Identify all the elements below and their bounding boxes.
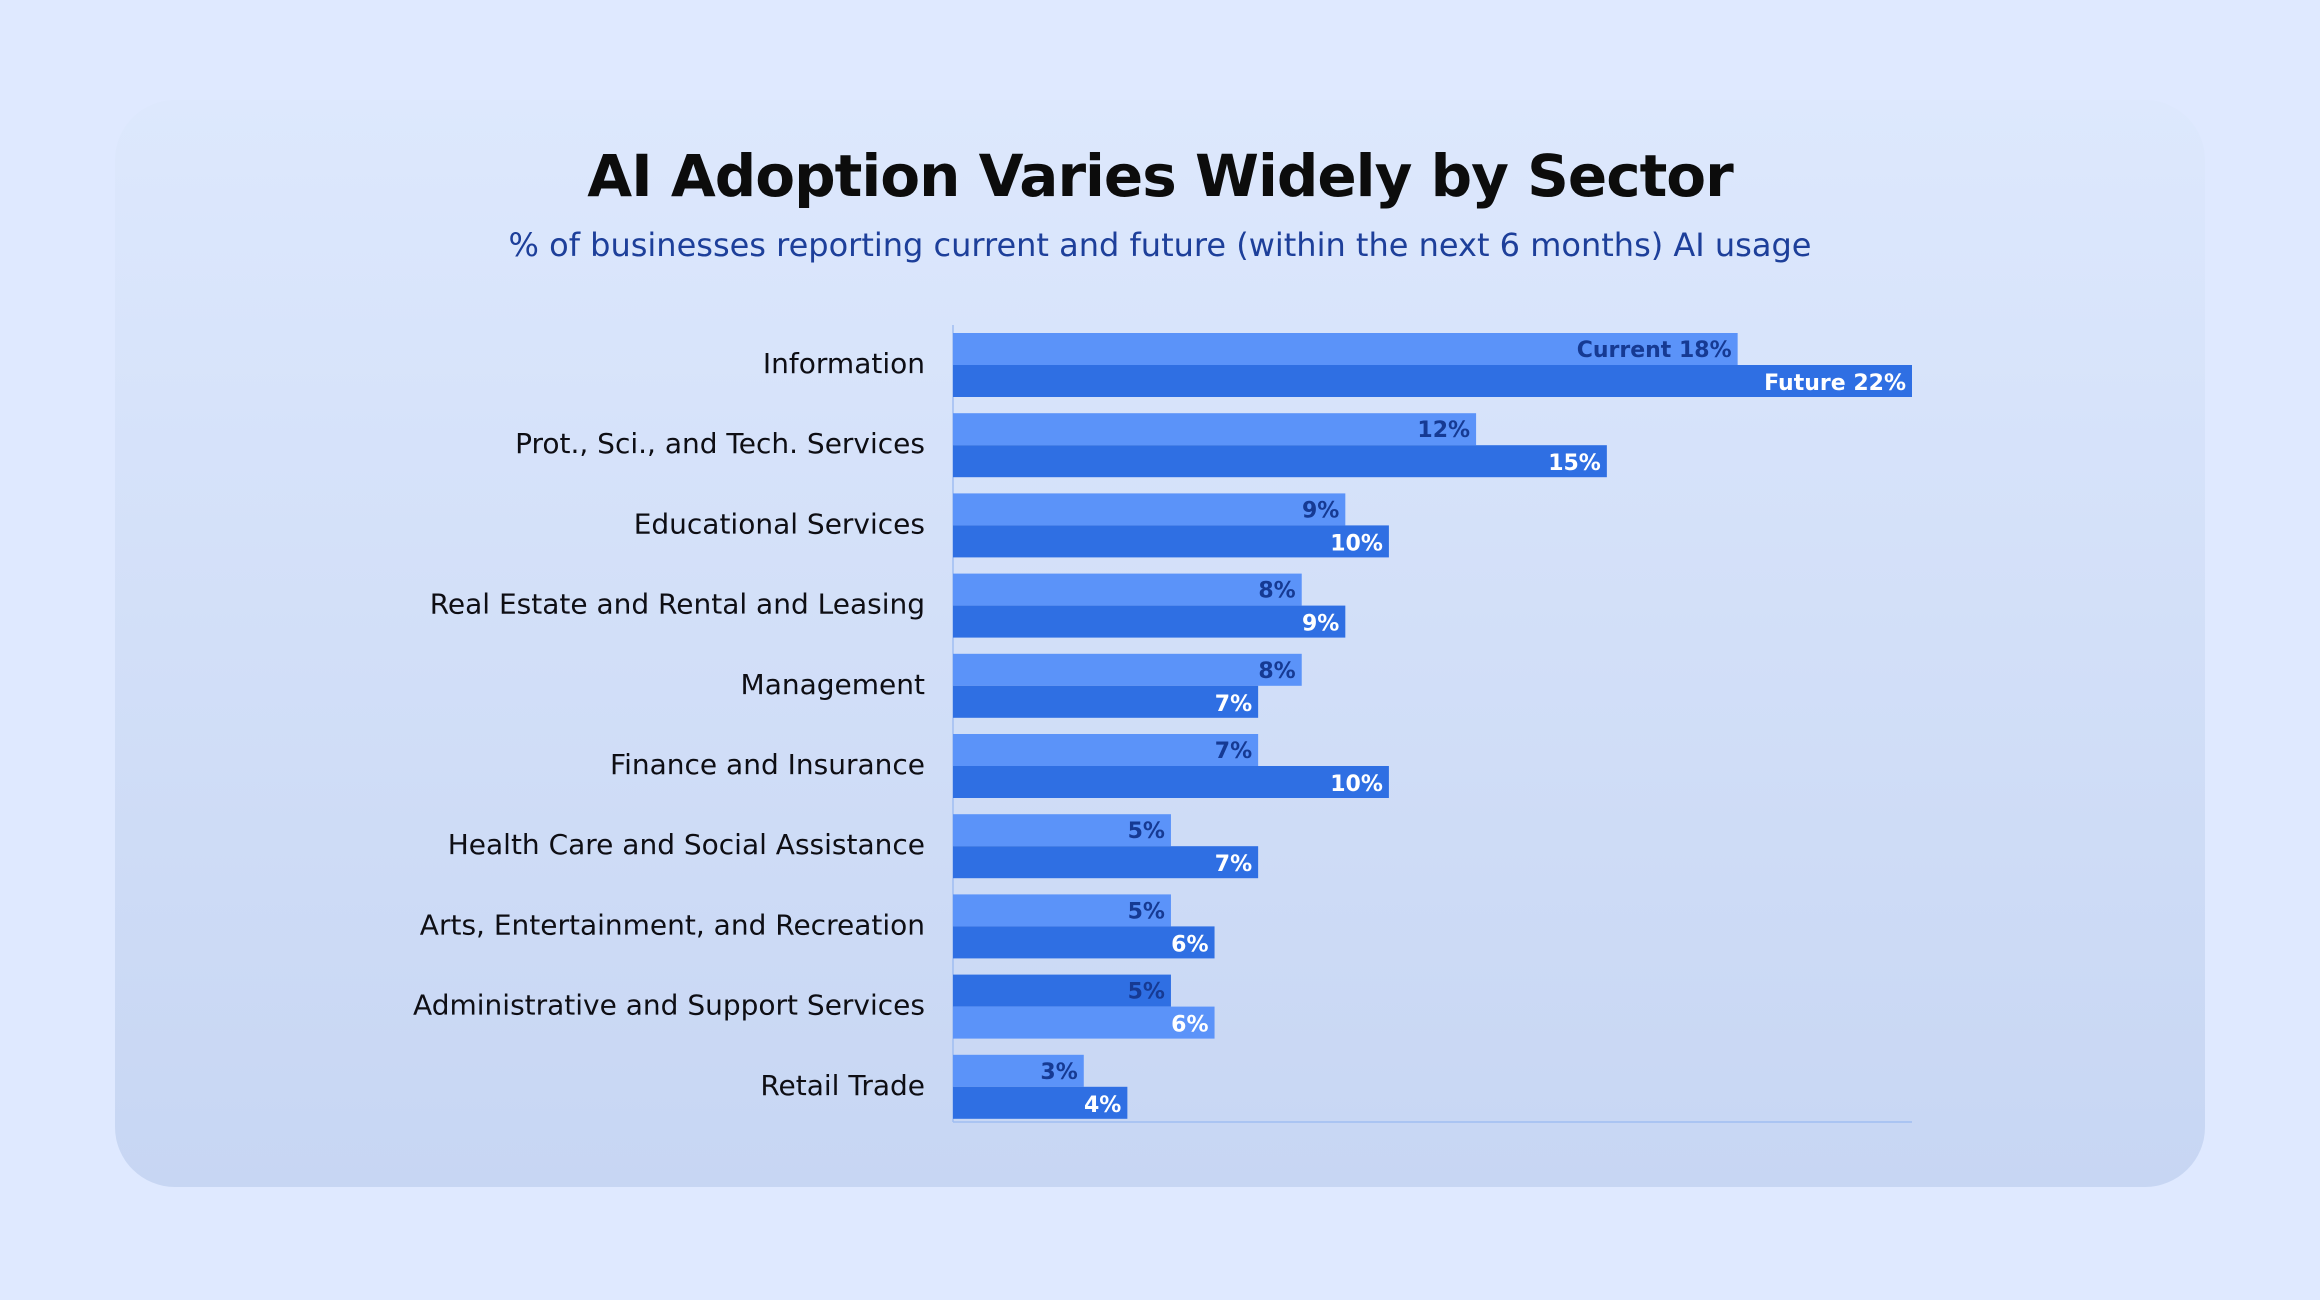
bar-current xyxy=(953,413,1477,446)
data-label-future: 4% xyxy=(1084,1093,1121,1118)
category-label: Administrative and Support Services xyxy=(413,989,925,1022)
bar-current xyxy=(953,493,1346,526)
bar-future xyxy=(953,1086,1128,1119)
data-label-future: 6% xyxy=(1171,1013,1208,1038)
data-label-future: 10% xyxy=(1330,772,1383,797)
data-label-current: 5% xyxy=(1128,980,1165,1005)
bar-future xyxy=(953,445,1607,478)
category-label: Real Estate and Rental and Leasing xyxy=(430,588,925,621)
bar-current xyxy=(953,333,1738,365)
chart-subtitle: % of businesses reporting current and fu… xyxy=(508,226,1812,264)
data-label-future: 9% xyxy=(1302,612,1339,637)
data-label-current: 7% xyxy=(1215,739,1252,764)
category-label: Educational Services xyxy=(634,507,925,540)
data-label-future: 15% xyxy=(1548,451,1601,476)
bar-future xyxy=(953,605,1346,638)
bar-current xyxy=(953,814,1171,847)
bar-current xyxy=(953,734,1259,766)
category-label: Management xyxy=(741,668,925,701)
bar-current xyxy=(953,1054,1084,1087)
category-label: Information xyxy=(763,347,925,380)
chart-title: AI Adoption Varies Widely by Sector xyxy=(587,142,1734,210)
data-label-current: 9% xyxy=(1302,498,1339,523)
category-label: Finance and Insurance xyxy=(610,748,925,781)
bar-current xyxy=(953,573,1302,606)
category-label: Arts, Entertainment, and Recreation xyxy=(420,908,925,941)
data-label-future: 7% xyxy=(1215,692,1252,717)
data-label-current: 5% xyxy=(1128,899,1165,924)
category-label: Health Care and Social Assistance xyxy=(448,828,925,861)
bar-current xyxy=(953,974,1171,1007)
data-label-current: 12% xyxy=(1417,418,1470,443)
bar-future xyxy=(953,685,1259,718)
data-label-current: 3% xyxy=(1040,1060,1077,1085)
bar-current xyxy=(953,894,1171,927)
bar-future xyxy=(953,1006,1215,1039)
bar-future xyxy=(953,365,1912,397)
bar-current xyxy=(953,653,1302,686)
data-label-future: 10% xyxy=(1330,531,1383,556)
category-label: Retail Trade xyxy=(760,1069,925,1102)
data-label-current: 8% xyxy=(1258,579,1295,604)
data-label-current: Current 18% xyxy=(1577,338,1732,363)
data-label-future: 6% xyxy=(1171,932,1208,957)
bar-future xyxy=(953,926,1215,959)
bar-future xyxy=(953,846,1259,879)
data-label-current: 8% xyxy=(1258,659,1295,684)
bar-future xyxy=(953,525,1389,558)
bar-future xyxy=(953,766,1389,798)
category-label: Prot., Sci., and Tech. Services xyxy=(515,427,925,460)
data-label-future: 7% xyxy=(1215,852,1252,877)
data-label-current: 5% xyxy=(1128,819,1165,844)
data-label-future: Future 22% xyxy=(1764,371,1906,396)
